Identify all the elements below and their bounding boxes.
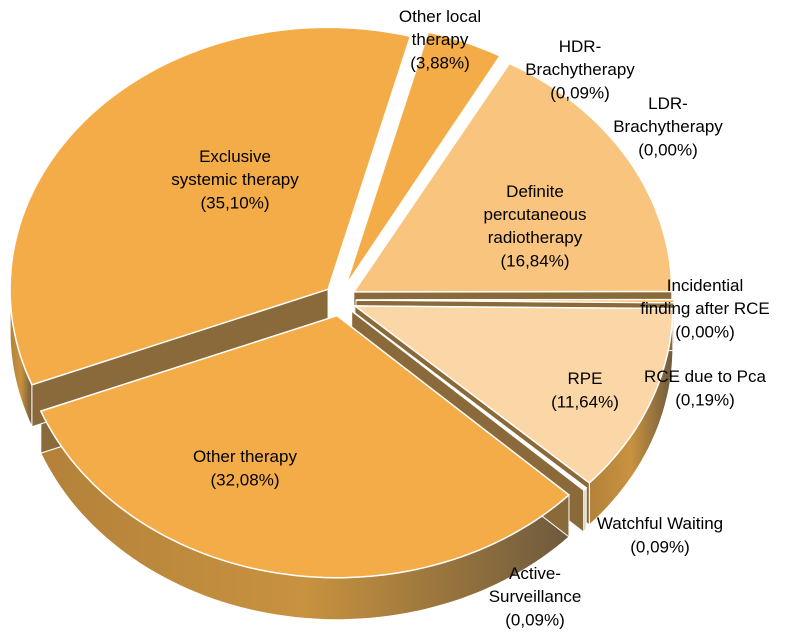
slice-value-label: (32,08%)	[211, 470, 280, 489]
slice	[351, 310, 587, 492]
slice-label: Incidential finding after RCE	[640, 276, 769, 318]
slice-value-label: (0,00%)	[675, 322, 735, 341]
slice	[347, 57, 505, 287]
slice-value-label: (0,09%)	[505, 610, 565, 629]
slice-label: Exclusive systemic therapy	[171, 147, 299, 189]
slice	[345, 31, 502, 286]
slice-value-label: (0,09%)	[550, 83, 610, 102]
slice-value-label: (0,00%)	[638, 140, 698, 159]
slice-tops	[9, 26, 675, 579]
slice	[355, 298, 675, 304]
slice	[9, 26, 412, 386]
slice-label: Other local therapy	[399, 7, 481, 49]
slice	[39, 314, 571, 579]
slice	[352, 305, 674, 484]
slice-value-label: (0,09%)	[630, 537, 690, 556]
labels: Other local therapy (3,88%) HDR-Brachythera…	[171, 7, 770, 629]
slice	[352, 62, 673, 293]
slice-label: RPE	[568, 369, 603, 388]
slice-value-label: (16,84%)	[501, 251, 570, 270]
slice-label: Other therapy	[193, 447, 297, 466]
slice-label: HDR-Brachytherapy	[525, 37, 635, 79]
slice-value-label: (11,64%)	[551, 392, 619, 411]
slice-value-label: (35,10%)	[201, 193, 270, 212]
slice-label: Watchful Waiting	[597, 514, 723, 533]
slice-value-label: (3,88%)	[410, 53, 470, 72]
slice-value-label: (0,19%)	[675, 390, 735, 409]
slice-label: RCE due to Pca	[644, 367, 766, 386]
slice-label: Definite percutaneous radiotherapy	[483, 182, 586, 247]
slice-label: Active-Surveillance	[489, 564, 582, 606]
slice-label: LDR-Brachytherapy	[613, 94, 723, 136]
